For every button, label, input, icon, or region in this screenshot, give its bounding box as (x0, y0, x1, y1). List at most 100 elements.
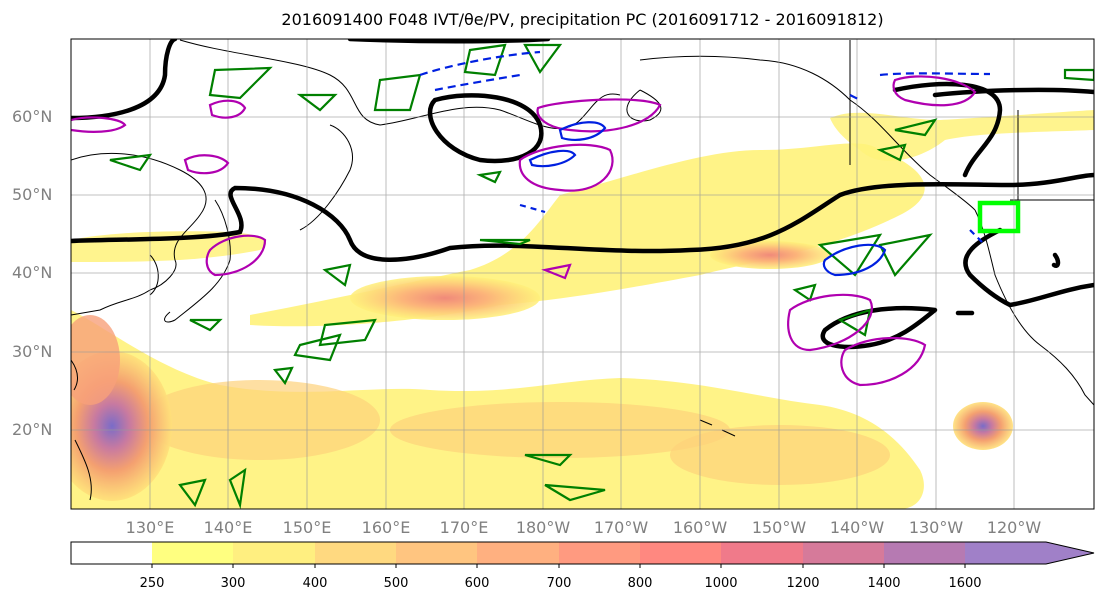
colorbar-label-400: 400 (302, 576, 328, 591)
ivt-jet-core-west (350, 276, 540, 320)
lon-label-170w: 170°W (593, 518, 649, 537)
colorbar-label-250: 250 (139, 576, 165, 591)
colorbar-label-800: 800 (627, 576, 653, 591)
pv-magenta-4 (840, 337, 927, 387)
pv-green-ne-1 (373, 73, 422, 112)
pv-green-13 (894, 118, 938, 137)
hurricane-ivt-core (953, 402, 1013, 450)
lat-label-40n: 40°N (12, 263, 53, 282)
ivt-jet-core-east (710, 241, 830, 269)
colorbar-seg-6 (559, 542, 640, 564)
colorbar-label-700: 700 (546, 576, 572, 591)
theta-e-main (71, 172, 1094, 262)
precipitation-target-box (977, 200, 1021, 234)
pv-blue-dashed-4 (849, 94, 861, 101)
theta-e-west-coast (963, 227, 1094, 308)
pv-magenta-contours (71, 75, 977, 387)
pv-green-5 (318, 318, 377, 347)
colorbar-outline (70, 541, 1095, 565)
pv-magenta-7 (208, 99, 247, 119)
pv-green-15 (1063, 68, 1094, 82)
theta-e-top-arc (347, 39, 551, 44)
lon-label-180w: 180°W (515, 518, 571, 537)
pv-magenta-5 (205, 234, 267, 277)
pv-green-2 (296, 93, 338, 112)
lon-label-160w: 160°W (672, 518, 728, 537)
lon-label-150e: 150°E (282, 518, 332, 537)
pv-blue-dashed-6 (969, 229, 986, 246)
lat-label-50n: 50°N (12, 185, 53, 204)
ivt-tropics-inner-west (140, 380, 380, 460)
pv-green-ne-2 (463, 43, 507, 77)
ivt-band-north (250, 143, 925, 327)
pv-green-14 (876, 143, 907, 162)
theta-e-pacnw (1051, 252, 1061, 268)
pv-magenta-9 (892, 75, 977, 107)
coast-korea (149, 254, 159, 296)
colorbar-seg-2 (233, 542, 315, 564)
colorbar-seg-9 (803, 542, 884, 564)
colorbar-seg-4 (396, 542, 477, 564)
pv-blue-contours (419, 50, 991, 277)
pv-blue-dashed-1 (419, 50, 541, 77)
lon-label-140w: 140°W (829, 518, 885, 537)
grid (71, 39, 1094, 509)
pv-green-7 (178, 478, 207, 508)
colorbar-label-300: 300 (220, 576, 246, 591)
coast-asia (71, 153, 207, 316)
colorbar-label-600: 600 (464, 576, 490, 591)
colorbar-label-1400: 1400 (867, 576, 901, 591)
lat-label-30n: 30°N (12, 342, 53, 361)
theta-e-ne-arm (932, 87, 1094, 98)
figure-title: 2016091400 F048 IVT/θe/PV, precipitation… (281, 10, 884, 29)
pv-magenta-1 (518, 143, 614, 192)
pv-magenta-2 (536, 98, 662, 133)
pv-green-18 (272, 366, 294, 386)
colorbar-seg-7 (640, 542, 721, 564)
colorbar-seg-8 (721, 542, 803, 564)
pv-green-contours (109, 43, 1094, 509)
map-content (71, 39, 1094, 509)
pv-green-12 (878, 233, 933, 277)
colorbar-label-1200: 1200 (786, 576, 820, 591)
pv-magenta-8 (71, 116, 127, 133)
pv-magenta-6 (183, 154, 230, 175)
theta-e-ne-loop (892, 81, 1003, 178)
coast-philippines (74, 439, 92, 501)
pv-green-19 (476, 170, 502, 184)
pv-green-11 (817, 233, 883, 277)
coast-alaska-peninsula (626, 89, 662, 122)
pv-green-17 (792, 283, 817, 302)
coast-taiwan (71, 359, 79, 391)
pv-green-21 (479, 238, 531, 246)
map-frame (70, 38, 1095, 510)
colorbar-seg-0 (71, 542, 152, 564)
pv-green-ne-3 (523, 43, 563, 75)
pv-magenta-10 (541, 263, 572, 280)
pv-green-4 (293, 333, 342, 362)
theta-e-north-loop (427, 93, 544, 164)
coast-namerica (974, 209, 1094, 406)
pv-blue-dashed-3 (879, 72, 991, 77)
coast-japan (164, 199, 231, 323)
lon-label-130e: 130°E (125, 518, 175, 537)
pv-green-6 (322, 263, 352, 287)
pv-blue-dashed-5 (519, 203, 546, 214)
ivt-tropics-inner-east (670, 425, 890, 485)
colorbar-label-1000: 1000 (704, 576, 738, 591)
pv-green-3 (109, 153, 153, 172)
ivt-band-alaska (830, 110, 1094, 161)
theta-e-contours (71, 39, 1094, 350)
lon-label-120w: 120°W (986, 518, 1042, 537)
lat-label-20n: 20°N (12, 420, 53, 439)
lon-label-140e: 140°E (203, 518, 253, 537)
colorbar-seg-1 (152, 542, 233, 564)
pv-green-9 (544, 483, 606, 502)
pv-green-1 (208, 66, 273, 100)
theta-e-top-left (71, 39, 178, 121)
pv-green-10 (524, 453, 573, 467)
colorbar-label-1600: 1600 (948, 576, 982, 591)
colorbar-ticks (151, 564, 966, 568)
colorbar-seg-10 (884, 542, 965, 564)
